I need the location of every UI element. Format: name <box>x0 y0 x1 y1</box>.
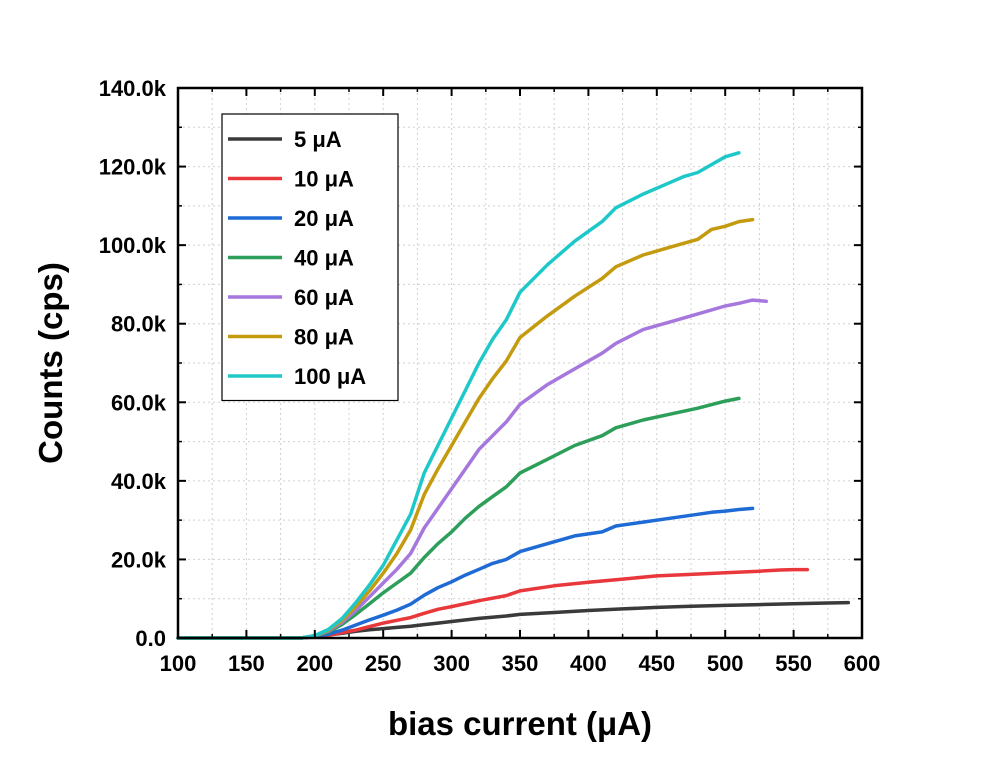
x-tick-label: 250 <box>365 651 402 676</box>
x-tick-label: 400 <box>570 651 607 676</box>
x-tick-label: 550 <box>775 651 812 676</box>
series-line <box>176 567 810 640</box>
axis-ticks <box>177 87 863 639</box>
x-tick-label: 350 <box>502 651 539 676</box>
legend-label: 10 μA <box>294 167 354 192</box>
series-line <box>176 600 851 640</box>
legend-label: 5 μA <box>294 127 342 152</box>
series-line <box>176 151 741 640</box>
legend-label: 80 μA <box>294 325 354 350</box>
y-tick-label: 60.0k <box>111 390 167 415</box>
x-tick-label: 200 <box>296 651 333 676</box>
x-axis-title: bias current (μA) <box>388 705 652 742</box>
y-tick-label: 40.0k <box>111 469 167 494</box>
x-tick-label: 100 <box>160 651 197 676</box>
x-tick-label: 300 <box>433 651 470 676</box>
x-tick-label: 450 <box>638 651 675 676</box>
series-lines <box>176 151 851 640</box>
y-tick-label: 0.0 <box>135 626 166 651</box>
legend: 5 μA 10 μA 20 μA 40 μA 60 μA 80 μA 100 μA <box>221 113 399 402</box>
legend-label: 60 μA <box>294 285 354 310</box>
x-tick-label: 500 <box>707 651 744 676</box>
x-tick-label: 600 <box>844 651 881 676</box>
tick-labels: 100 150 200 250 300 350 400 450 500 550 600 0.0 20.0… <box>99 76 881 676</box>
legend-label: 100 μA <box>294 364 366 389</box>
y-tick-label: 120.0k <box>99 155 167 180</box>
legend-label: 20 μA <box>294 206 354 231</box>
y-tick-label: 20.0k <box>111 547 167 572</box>
y-tick-label: 100.0k <box>99 233 167 258</box>
y-tick-label: 80.0k <box>111 312 167 337</box>
x-tick-label: 150 <box>228 651 265 676</box>
y-tick-label: 140.0k <box>99 76 167 101</box>
legend-label: 40 μA <box>294 246 354 271</box>
y-axis-title: Counts (cps) <box>32 262 69 464</box>
series-line <box>176 506 755 640</box>
